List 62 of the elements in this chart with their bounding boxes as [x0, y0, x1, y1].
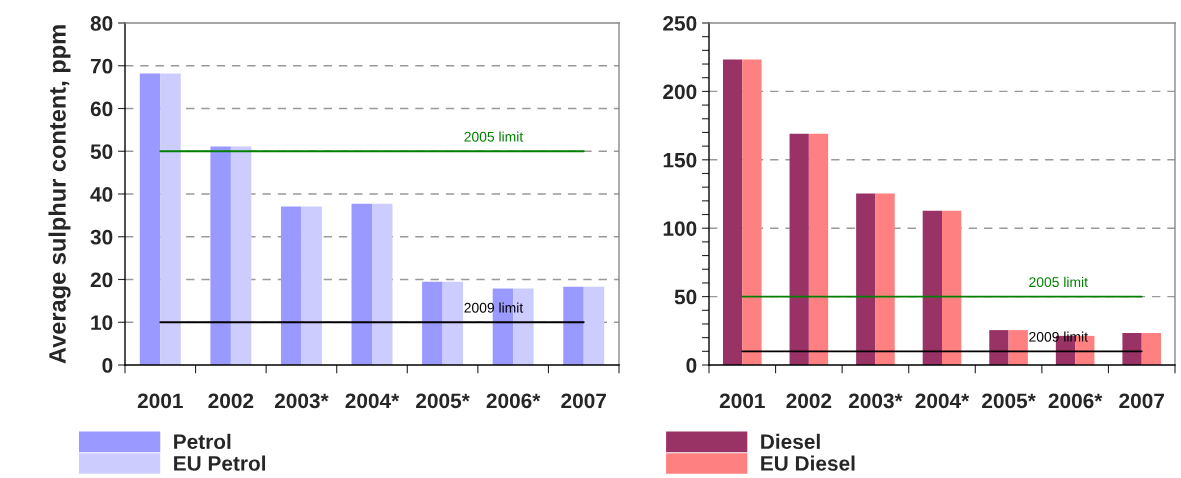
bar [210, 146, 231, 365]
x-tick-label: 2004* [345, 393, 400, 409]
x-tick-label: 2006* [486, 393, 541, 409]
bar [160, 73, 181, 365]
bar [422, 281, 443, 365]
y-tick-label: 0 [686, 358, 697, 373]
y-tick-label: 50 [674, 289, 697, 305]
bar [808, 133, 829, 365]
legend-label: EU Diesel [761, 455, 855, 471]
bar [789, 133, 809, 365]
legend-label: Diesel [761, 433, 820, 450]
y-tick-label: 0 [102, 358, 113, 373]
y-tick-label: 100 [663, 221, 697, 236]
y-tick-label: 60 [90, 101, 113, 117]
x-tick-label: 2002 [208, 393, 254, 409]
y-tick-label: 250 [663, 16, 697, 31]
bar [351, 203, 372, 365]
x-tick-label: 2007 [561, 393, 606, 409]
x-tick-label: 2001 [719, 393, 765, 409]
x-tick-label: 2004* [915, 393, 970, 409]
bar [856, 193, 876, 365]
bar [722, 59, 743, 365]
ref-line-label: 2005 limit [464, 131, 524, 142]
bar [875, 193, 895, 365]
ref-line-label: 2005 limit [1029, 276, 1088, 288]
y-tick-label: 30 [90, 229, 113, 245]
legend-label: Petrol [174, 433, 231, 450]
bar [280, 206, 302, 365]
y-tick-label: 70 [90, 58, 113, 74]
bar [301, 206, 322, 365]
y-tick-label: 80 [90, 16, 113, 31]
bar [942, 210, 962, 365]
x-tick-label: 2005* [982, 393, 1036, 409]
bar [230, 146, 252, 365]
bar [583, 286, 605, 365]
bar [742, 59, 762, 365]
y-tick-label: 150 [663, 152, 697, 168]
bar [1141, 332, 1162, 365]
x-tick-label: 2002 [786, 393, 832, 409]
bar [922, 210, 942, 365]
ref-line-label: 2009 limit [1029, 331, 1088, 342]
y-axis-title: Average sulphur content, ppm [48, 25, 71, 364]
bar [1008, 330, 1028, 365]
bar [442, 281, 464, 365]
y-tick-label: 200 [663, 84, 697, 100]
x-tick-label: 2005* [416, 393, 470, 409]
bar [1122, 332, 1142, 365]
y-tick-label: 40 [90, 187, 113, 202]
ref-line-label: 2009 limit [464, 302, 524, 313]
bar [139, 73, 161, 365]
x-tick-label: 2001 [137, 393, 183, 409]
x-tick-label: 2003* [848, 393, 903, 409]
x-tick-label: 2003* [274, 393, 329, 409]
bar [372, 203, 393, 365]
bar [989, 330, 1009, 365]
y-tick-label: 10 [91, 315, 113, 330]
y-tick-label: 50 [90, 144, 113, 159]
x-tick-label: 2006* [1048, 393, 1103, 409]
y-tick-label: 20 [90, 272, 113, 288]
x-tick-label: 2007 [1119, 393, 1164, 409]
legend-label: EU Petrol [174, 455, 266, 471]
bar [563, 286, 584, 365]
